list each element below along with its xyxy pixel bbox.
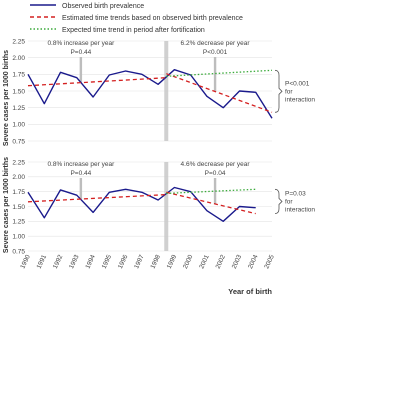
x-tick-label: 1992 — [52, 254, 65, 270]
annotation-p-value: P<0.001 — [203, 49, 228, 56]
x-tick-label: 1995 — [101, 254, 114, 270]
fortification-divider — [164, 41, 169, 141]
bracket-label-for: for — [285, 198, 293, 205]
annotation-rate: 0.8% increase per year — [47, 161, 115, 168]
annotation-pointer — [79, 178, 83, 200]
x-tick-label: 1999 — [166, 254, 179, 270]
x-tick-label: 1994 — [84, 254, 97, 270]
legend: Observed birth prevalence Estimated time… — [30, 3, 243, 34]
annotation-pointer — [213, 178, 217, 204]
x-tick-label: 2001 — [198, 254, 211, 270]
legend-item-observed: Observed birth prevalence — [30, 3, 144, 10]
bracket-label-p: P<0.001 — [285, 80, 310, 87]
chart-panel-bottom: Severe cases per 1000 births Year of bir… — [3, 157, 315, 296]
legend-label-trend: Estimated time trends based on observed … — [62, 15, 243, 22]
series-observed-line — [27, 186, 256, 223]
fortification-divider — [164, 162, 169, 251]
bracket-label-p: P=0.03 — [285, 190, 306, 197]
y-tick-label: 1.50 — [12, 204, 25, 211]
x-tick-label: 1993 — [68, 254, 81, 270]
y-tick-label: 0.75 — [12, 248, 25, 255]
legend-label-observed: Observed birth prevalence — [62, 3, 144, 10]
x-tick-label: 1990 — [19, 254, 32, 270]
annotation-p-value: P=0.04 — [205, 170, 226, 177]
y-axis-label-bottom: Severe cases per 1000 births — [3, 157, 10, 253]
y-axis-label-top: Severe cases per 1000 births — [3, 50, 10, 146]
legend-label-expected: Expected time trend in period after fort… — [62, 27, 205, 34]
series-trend-line — [166, 191, 256, 215]
y-tick-label: 1.00 — [12, 122, 25, 129]
annotation-rate: 4.6% decrease per year — [181, 161, 251, 168]
x-tick-label: 1991 — [36, 254, 49, 270]
annotation-rate: 6.2% decrease per year — [181, 40, 251, 47]
y-tick-label: 1.75 — [12, 189, 25, 196]
x-axis-label: Year of birth — [228, 287, 272, 296]
legend-item-trend: Estimated time trends based on observed … — [30, 15, 243, 22]
annotation-pointer — [213, 57, 217, 92]
x-tick-label: 2002 — [215, 254, 228, 270]
bracket-label-interaction: interaction — [285, 206, 315, 213]
series-expected-line — [166, 188, 256, 195]
series-trend-line — [166, 73, 273, 113]
annotation-p-value: P=0.44 — [70, 49, 91, 56]
y-tick-label: 1.25 — [12, 219, 25, 226]
annotation-p-value: P=0.44 — [70, 170, 91, 177]
x-tick-label: 1998 — [149, 254, 162, 270]
y-tick-label: 2.00 — [12, 174, 25, 181]
x-tick-label: 2004 — [247, 254, 260, 270]
series-trend-line — [27, 193, 167, 203]
y-tick-label: 2.25 — [12, 38, 25, 45]
x-tick-label: 2003 — [231, 254, 244, 270]
x-tick-label: 2005 — [263, 254, 276, 270]
series-trend-line — [27, 77, 167, 87]
interaction-bracket — [274, 188, 283, 215]
y-tick-label: 2.25 — [12, 159, 25, 166]
y-tick-label: 1.00 — [12, 233, 25, 240]
y-tick-label: 0.75 — [12, 138, 25, 145]
annotation-rate: 0.8% increase per year — [47, 40, 115, 47]
y-tick-label: 1.50 — [12, 88, 25, 95]
y-tick-label: 2.00 — [12, 55, 25, 62]
x-tick-label: 1996 — [117, 254, 130, 270]
bracket-label-interaction: interaction — [285, 96, 315, 103]
series-expected-line — [166, 69, 273, 77]
legend-item-expected: Expected time trend in period after fort… — [30, 27, 205, 34]
chart-panel-top: Severe cases per 1000 births 2.25 2.00 1.7… — [3, 38, 315, 146]
interaction-bracket — [274, 69, 283, 113]
y-tick-label: 1.75 — [12, 72, 25, 79]
x-tick-label: 2000 — [182, 254, 195, 270]
bracket-label-for: for — [285, 88, 293, 95]
series-observed-line — [27, 68, 273, 119]
annotation-pointer — [79, 57, 83, 83]
y-tick-label: 1.25 — [12, 105, 25, 112]
x-tick-label: 1997 — [133, 254, 146, 270]
